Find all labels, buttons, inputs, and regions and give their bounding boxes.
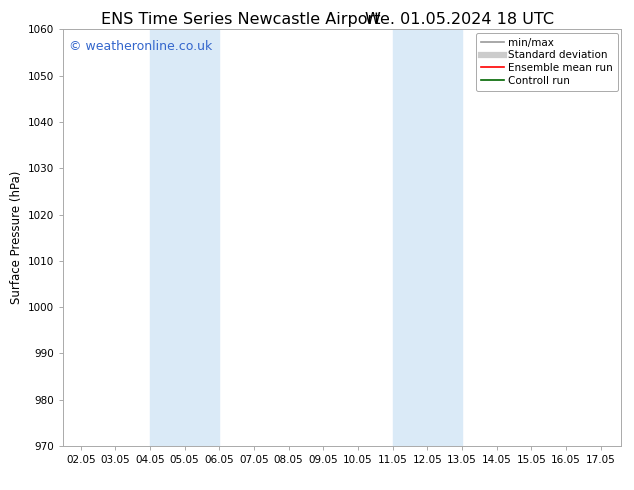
Text: ENS Time Series Newcastle Airport: ENS Time Series Newcastle Airport <box>101 12 380 27</box>
Text: We. 01.05.2024 18 UTC: We. 01.05.2024 18 UTC <box>365 12 554 27</box>
Text: © weatheronline.co.uk: © weatheronline.co.uk <box>69 40 212 53</box>
Bar <box>392 29 462 446</box>
Legend: min/max, Standard deviation, Ensemble mean run, Controll run: min/max, Standard deviation, Ensemble me… <box>476 32 618 91</box>
Bar <box>150 29 219 446</box>
Y-axis label: Surface Pressure (hPa): Surface Pressure (hPa) <box>10 171 23 304</box>
